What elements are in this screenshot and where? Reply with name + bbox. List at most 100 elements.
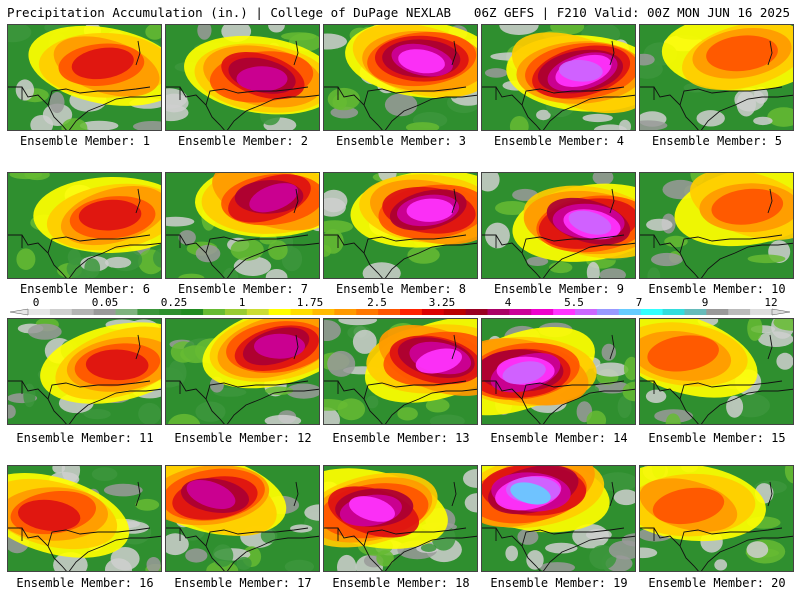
precip-contour: [558, 59, 603, 82]
precip-contour: [17, 499, 81, 531]
field-blob: [105, 558, 132, 571]
member-map-1: [7, 24, 162, 131]
field-blob: [133, 121, 161, 130]
precip-contour: [647, 335, 719, 372]
state-borders: [166, 334, 319, 424]
field-blob: [16, 248, 36, 270]
state-borders: [324, 481, 477, 571]
state-borders: [8, 40, 161, 130]
colorbar-segment: [378, 309, 401, 315]
precip-contour: [236, 66, 288, 92]
precip-field-5: [640, 25, 793, 130]
field-blob: [665, 413, 681, 424]
field-blob: [146, 557, 161, 571]
field-blob: [484, 68, 508, 78]
member-map-11: [7, 318, 162, 425]
field-blob: [592, 173, 614, 186]
field-blob: [647, 267, 661, 278]
field-blob: [265, 386, 294, 395]
field-blob: [138, 402, 161, 424]
field-blob: [324, 399, 348, 411]
colorbar-segment: [465, 309, 488, 315]
model-run-info: 06Z GEFS | F210 Valid: 00Z MON JUN 16 20…: [473, 5, 790, 20]
colorbar-segment: [356, 309, 379, 315]
field-blob: [617, 395, 632, 419]
member-map-2: [165, 24, 320, 131]
member-caption: Ensemble Member: 12: [174, 431, 312, 445]
colorbar-tick-label: 5.5: [564, 297, 584, 309]
field-blob: [178, 230, 196, 245]
colorbar-segment: [137, 309, 160, 315]
member-map-8: [323, 172, 478, 279]
field-blob: [236, 556, 252, 570]
field-blob: [52, 466, 66, 474]
field-blob: [105, 256, 132, 269]
field-blob: [582, 113, 613, 123]
precip-contour: [398, 49, 445, 74]
member-caption: Ensemble Member: 6: [19, 282, 151, 296]
state-borders: [640, 334, 793, 424]
field-blob: [83, 409, 111, 420]
field-blob: [593, 124, 627, 130]
field-blob: [640, 547, 658, 559]
field-blob: [407, 246, 440, 264]
precip-contour: [186, 479, 236, 510]
colorbar-graphic: 0 0.05 0.25 1 1.75 2.5 3.25 4 5.5 7 9 12: [9, 296, 791, 316]
precip-field-13: [324, 319, 477, 424]
colorbar-segment: [662, 309, 685, 315]
map-title: Precipitation Accumulation (in.) | Colle…: [7, 5, 452, 20]
member-map-10: [639, 172, 794, 279]
field-blob: [505, 545, 518, 562]
field-blob: [324, 197, 346, 217]
field-blob: [767, 107, 793, 127]
colorbar-segment: [93, 309, 116, 315]
member-map-6: [7, 172, 162, 279]
colorbar-segment: [706, 309, 729, 315]
precip-field-3: [324, 25, 477, 130]
colorbar-segment: [750, 309, 773, 315]
precip-field-7: [166, 173, 319, 278]
field-blob: [645, 389, 667, 403]
field-blob: [362, 262, 401, 278]
member-caption: Ensemble Member: 8: [335, 282, 467, 296]
colorbar-tick-label: 0.25: [161, 297, 188, 309]
field-blob: [79, 120, 119, 130]
precip-field-6: [8, 173, 161, 278]
state-borders: [482, 188, 635, 278]
field-blob: [166, 216, 195, 227]
member-caption: Ensemble Member: 1: [19, 134, 151, 148]
state-borders: [640, 188, 793, 278]
precip-contour: [249, 183, 299, 213]
field-blob: [734, 87, 765, 112]
state-borders: [324, 188, 477, 278]
field-blob: [773, 319, 793, 331]
precip-contour: [711, 188, 784, 225]
colorbar-arrow: [771, 308, 791, 316]
member-caption: Ensemble Member: 10: [648, 282, 786, 296]
member-map-9: [481, 172, 636, 279]
colorbar-segment: [553, 309, 576, 315]
field-blob: [268, 25, 285, 33]
state-borders: [166, 40, 319, 130]
field-blob: [509, 116, 529, 130]
colorbar-tick-label: 0: [33, 297, 40, 309]
field-blob: [482, 173, 500, 192]
field-blob: [545, 542, 578, 554]
field-blob: [153, 248, 161, 268]
field-blob: [67, 249, 81, 266]
member-map-17: [165, 465, 320, 572]
field-blob: [197, 25, 212, 40]
member-map-20: [639, 465, 794, 572]
field-blob: [623, 356, 635, 381]
field-blob: [420, 543, 437, 552]
colorbar-segment: [246, 309, 270, 315]
field-blob: [195, 401, 226, 422]
colorbar-segment: [334, 309, 357, 315]
state-borders: [8, 481, 161, 571]
colorbar-segment: [640, 309, 663, 315]
precip-field-14: [482, 319, 635, 424]
colorbar-segment: [575, 309, 598, 315]
field-blob: [230, 238, 264, 261]
colorbar-tick-label: 1: [239, 297, 246, 309]
field-blob: [8, 25, 32, 43]
